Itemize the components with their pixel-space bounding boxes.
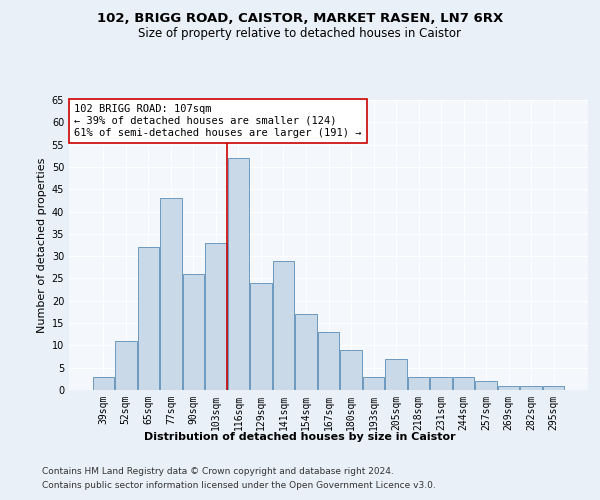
Text: 102, BRIGG ROAD, CAISTOR, MARKET RASEN, LN7 6RX: 102, BRIGG ROAD, CAISTOR, MARKET RASEN, … [97,12,503,26]
Text: Distribution of detached houses by size in Caistor: Distribution of detached houses by size … [144,432,456,442]
Bar [475,381,497,390]
Bar [115,341,137,390]
Text: Contains public sector information licensed under the Open Government Licence v3: Contains public sector information licen… [42,481,436,490]
Bar [363,376,384,390]
Bar [408,376,429,390]
Bar [205,243,227,390]
Bar [498,386,520,390]
Bar [318,332,339,390]
Bar [385,359,407,390]
Bar [273,260,294,390]
Bar [160,198,182,390]
Bar [453,376,475,390]
Bar [543,386,565,390]
Bar [430,376,452,390]
Bar [92,376,114,390]
Bar [228,158,249,390]
Y-axis label: Number of detached properties: Number of detached properties [37,158,47,332]
Bar [340,350,362,390]
Bar [520,386,542,390]
Bar [295,314,317,390]
Text: Size of property relative to detached houses in Caistor: Size of property relative to detached ho… [139,28,461,40]
Bar [250,283,272,390]
Text: 102 BRIGG ROAD: 107sqm
← 39% of detached houses are smaller (124)
61% of semi-de: 102 BRIGG ROAD: 107sqm ← 39% of detached… [74,104,362,138]
Bar [182,274,204,390]
Text: Contains HM Land Registry data © Crown copyright and database right 2024.: Contains HM Land Registry data © Crown c… [42,468,394,476]
Bar [137,247,159,390]
